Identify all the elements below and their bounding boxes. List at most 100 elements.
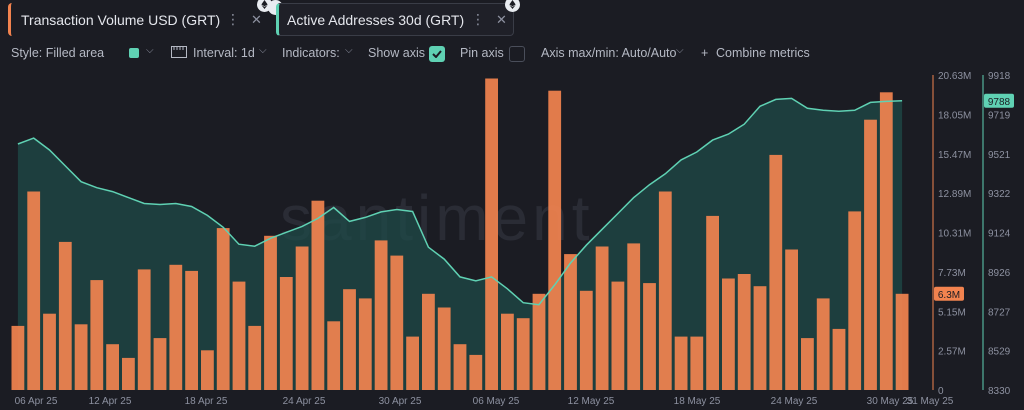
volume-bar[interactable]: [311, 200, 325, 390]
chart-toolbar: Style: Filled area ⌵ Interval: 1d ⌵ Indi…: [0, 42, 1024, 66]
volume-bar[interactable]: [627, 243, 641, 390]
volume-bar[interactable]: [643, 283, 656, 390]
volume-bar[interactable]: [706, 215, 719, 390]
color-swatch[interactable]: [129, 48, 139, 58]
volume-bar[interactable]: [848, 211, 862, 390]
left-axis-tick: 5.15M: [938, 307, 966, 318]
chevron-down-icon[interactable]: ⌵: [259, 45, 267, 56]
active-addresses-line: [17, 97, 903, 306]
show-axis-label: Show axis: [368, 46, 425, 60]
volume-bar[interactable]: [895, 293, 909, 390]
volume-bar[interactable]: [358, 298, 372, 390]
volume-bar[interactable]: [864, 119, 877, 390]
volume-bar[interactable]: [232, 281, 246, 390]
volume-bar[interactable]: [785, 249, 798, 391]
x-axis-tick: 12 May 25: [568, 396, 615, 407]
more-vertical-icon[interactable]: ⋮: [226, 11, 240, 27]
more-vertical-icon[interactable]: ⋮: [471, 11, 485, 27]
volume-bar[interactable]: [74, 324, 88, 390]
volume-bar[interactable]: [485, 78, 498, 391]
indicators-selector[interactable]: Indicators:: [282, 46, 340, 60]
volume-bar[interactable]: [658, 191, 672, 391]
volume-bar[interactable]: [106, 344, 119, 390]
volume-bar[interactable]: [58, 241, 72, 390]
x-axis-tick: 30 Apr 25: [379, 396, 422, 407]
volume-bar[interactable]: [769, 154, 783, 390]
tab-label: Transaction Volume USD (GRT): [21, 11, 221, 28]
style-selector[interactable]: Style: Filled area: [11, 46, 105, 60]
volume-bar[interactable]: [453, 344, 467, 390]
x-axis-tick: 24 May 25: [771, 396, 818, 407]
right-axis-tick: 9521: [988, 150, 1011, 161]
tab-transaction-volume[interactable]: Transaction Volume USD (GRT) ⋮ ✕: [8, 0, 283, 36]
right-axis-tick: 9719: [988, 110, 1011, 121]
chart-canvas[interactable]: santiment 20.63M18.05M15.47M12.89M10.31M…: [0, 70, 1024, 410]
volume-bar[interactable]: [579, 290, 593, 390]
volume-bar[interactable]: [737, 274, 751, 390]
volume-bar[interactable]: [722, 278, 735, 391]
interval-selector[interactable]: Interval: 1d: [193, 46, 255, 60]
volume-bar[interactable]: [295, 246, 309, 391]
volume-bar[interactable]: [595, 246, 609, 391]
ethereum-icon: [505, 0, 520, 12]
volume-bar[interactable]: [532, 293, 546, 390]
x-axis-tick: 30 May 25: [867, 396, 914, 407]
volume-bar[interactable]: [43, 313, 56, 390]
volume-bar[interactable]: [279, 277, 293, 390]
volume-bar[interactable]: [327, 321, 341, 390]
volume-bar[interactable]: [516, 318, 530, 390]
volume-bar[interactable]: [753, 286, 767, 390]
volume-bar[interactable]: [611, 281, 625, 390]
pin-axis-checkbox[interactable]: [509, 46, 525, 62]
right-axis-tick: 9124: [988, 229, 1011, 240]
volume-bar[interactable]: [564, 254, 577, 390]
volume-bar[interactable]: [137, 269, 151, 390]
volume-bar[interactable]: [374, 240, 388, 390]
volume-bar[interactable]: [801, 338, 814, 390]
volume-bar[interactable]: [437, 307, 451, 391]
x-axis-tick: 24 Apr 25: [283, 396, 326, 407]
tab-active-addresses[interactable]: Active Addresses 30d (GRT) ⋮ ✕: [276, 3, 514, 36]
volume-current-badge: [934, 286, 964, 301]
volume-bar[interactable]: [153, 338, 167, 390]
volume-bar[interactable]: [832, 328, 846, 390]
left-axis-tick: 20.63M: [938, 71, 971, 82]
volume-bar[interactable]: [422, 293, 435, 390]
close-icon[interactable]: ✕: [251, 11, 262, 27]
volume-bar[interactable]: [122, 357, 135, 390]
volume-bar[interactable]: [248, 325, 262, 390]
volume-bar[interactable]: [501, 313, 514, 390]
close-icon[interactable]: ✕: [496, 11, 507, 27]
right-axis-tick: 9322: [988, 189, 1011, 200]
show-axis-checkbox[interactable]: [429, 46, 445, 62]
volume-bar[interactable]: [548, 90, 562, 390]
tab-label: Active Addresses 30d (GRT): [287, 11, 465, 28]
volume-bar[interactable]: [674, 336, 688, 390]
x-axis-tick: 18 Apr 25: [185, 396, 228, 407]
volume-bar[interactable]: [169, 264, 183, 390]
right-axis-tick: 8529: [988, 347, 1011, 358]
volume-bar[interactable]: [469, 354, 483, 390]
chevron-down-icon[interactable]: ⌵: [146, 45, 154, 56]
volume-bar[interactable]: [343, 289, 356, 390]
volume-bar[interactable]: [879, 92, 893, 391]
combine-metrics-button[interactable]: Combine metrics: [716, 46, 810, 60]
left-axis-tick: 0: [938, 386, 944, 397]
volume-bar[interactable]: [264, 235, 277, 390]
volume-bar[interactable]: [27, 191, 41, 391]
active-addresses-current-label: 9788: [988, 97, 1011, 108]
volume-bar[interactable]: [390, 255, 404, 390]
volume-bar[interactable]: [816, 298, 830, 390]
volume-bar[interactable]: [90, 280, 104, 390]
chevron-down-icon[interactable]: ⌵: [676, 45, 684, 56]
volume-bar[interactable]: [406, 336, 419, 390]
pin-axis-label: Pin axis: [460, 46, 504, 60]
volume-bar[interactable]: [216, 228, 230, 390]
chevron-down-icon[interactable]: ⌵: [345, 45, 353, 56]
volume-bar[interactable]: [11, 325, 25, 390]
volume-bar[interactable]: [690, 336, 704, 390]
volume-bar[interactable]: [185, 270, 198, 390]
axis-maxmin-selector[interactable]: Axis max/min: Auto/Auto: [541, 46, 677, 60]
volume-current-label: 6.3M: [938, 290, 960, 301]
volume-bar[interactable]: [201, 350, 214, 390]
